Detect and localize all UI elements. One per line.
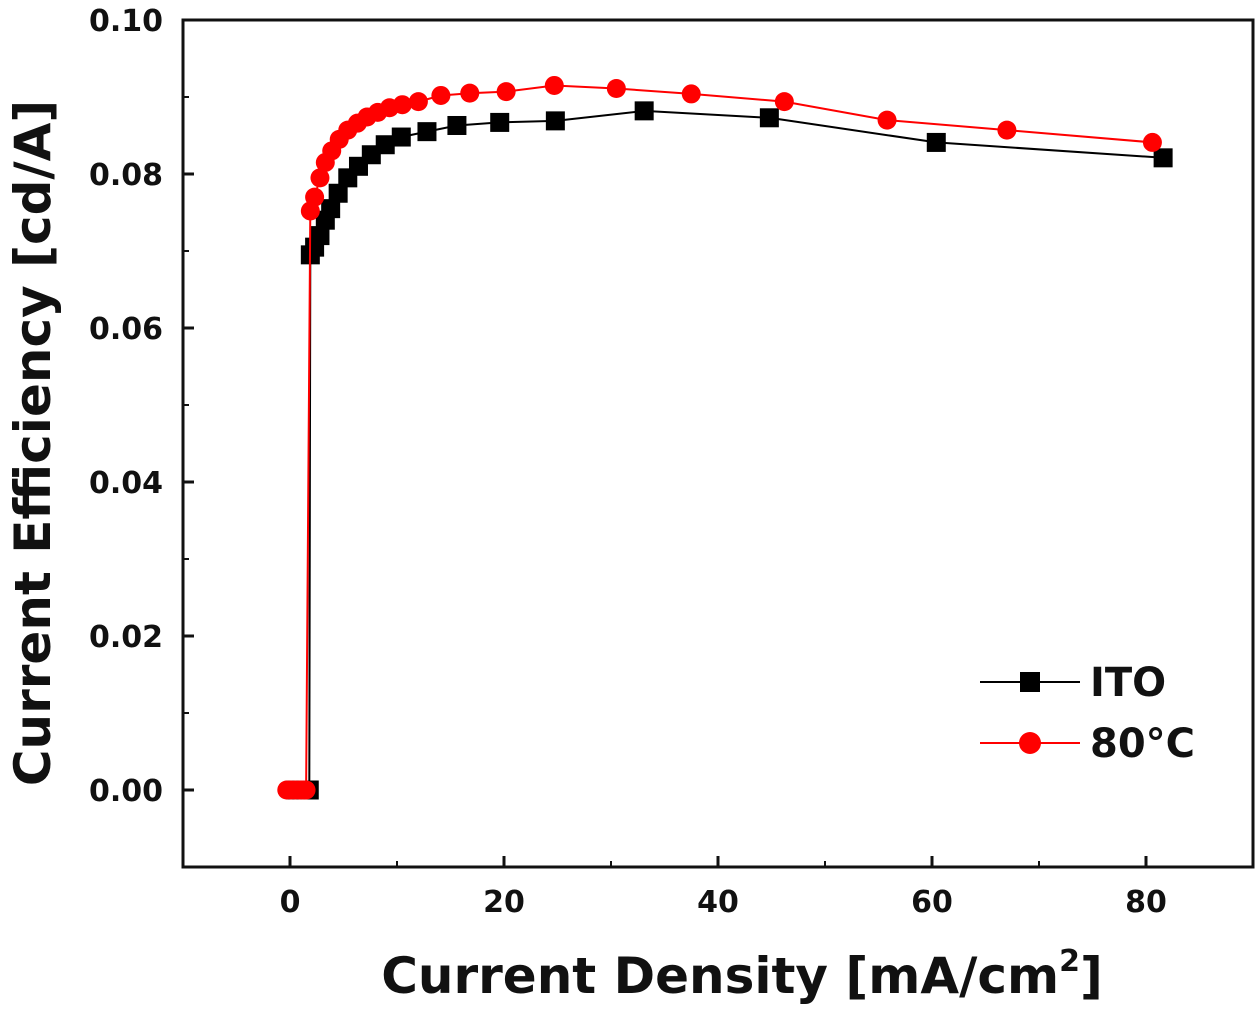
data-point-ito — [1153, 148, 1173, 168]
data-point-80c — [305, 187, 325, 207]
data-point-80c — [408, 92, 428, 112]
data-point-ito — [447, 115, 467, 135]
data-point-80c — [997, 120, 1017, 140]
data-point-ito — [926, 132, 946, 152]
data-point-ito — [545, 111, 565, 131]
y-tick-label: 0.08 — [89, 158, 163, 193]
data-point-80c — [681, 84, 701, 104]
legend-label-80c: 80°C — [1090, 721, 1195, 767]
series-layer — [277, 75, 1173, 800]
data-point-80c — [544, 75, 564, 95]
y-tick-label: 0.04 — [89, 466, 163, 501]
data-point-80c — [774, 92, 794, 112]
x-axis: 0 20 40 60 80 — [182, 856, 1254, 920]
y-tick-label: 0.06 — [89, 312, 163, 347]
data-point-ito — [328, 183, 348, 203]
x-axis-title-main: Current Density [mA/cm — [381, 947, 1059, 1005]
x-tick-label: 60 — [911, 885, 953, 920]
y-axis: 0.00 0.02 0.04 0.06 0.08 0.10 — [89, 4, 194, 868]
data-point-ito — [321, 199, 341, 219]
data-point-80c — [392, 95, 412, 115]
x-axis-title-superscript: 2 — [1059, 944, 1080, 979]
legend-label-ito: ITO — [1090, 660, 1166, 706]
data-point-80c — [606, 79, 626, 99]
series-80c — [277, 75, 1162, 800]
y-tick-label: 0.10 — [89, 4, 163, 39]
legend-marker-80c — [1019, 732, 1041, 754]
data-point-80c — [431, 85, 451, 105]
x-tick-label: 80 — [1125, 885, 1167, 920]
x-axis-title-close: ] — [1080, 947, 1103, 1005]
y-tick-label: 0.02 — [89, 620, 163, 655]
y-axis-title: Current Efficiency [cd/A] — [4, 100, 62, 786]
x-tick-label: 20 — [483, 885, 525, 920]
data-point-80c — [460, 83, 480, 103]
data-point-ito — [490, 112, 510, 132]
data-point-80c — [310, 168, 330, 188]
data-point-80c — [496, 82, 516, 102]
data-point-80c — [1142, 132, 1162, 152]
x-tick-label: 40 — [697, 885, 739, 920]
data-point-ito — [634, 101, 654, 121]
legend-marker-ito — [1020, 672, 1040, 692]
y-tick-label: 0.00 — [89, 774, 163, 809]
data-point-ito — [375, 135, 395, 155]
data-point-ito — [759, 108, 779, 128]
legend: ITO 80°C — [980, 660, 1195, 767]
data-point-ito — [310, 226, 330, 246]
series-ito — [285, 101, 1173, 800]
x-axis-title: Current Density [mA/cm2] — [381, 944, 1103, 1005]
data-point-80c — [877, 110, 897, 130]
data-point-ito — [417, 122, 437, 142]
data-point-80c — [296, 780, 316, 800]
x-tick-label: 0 — [280, 885, 301, 920]
data-point-ito — [391, 127, 411, 147]
